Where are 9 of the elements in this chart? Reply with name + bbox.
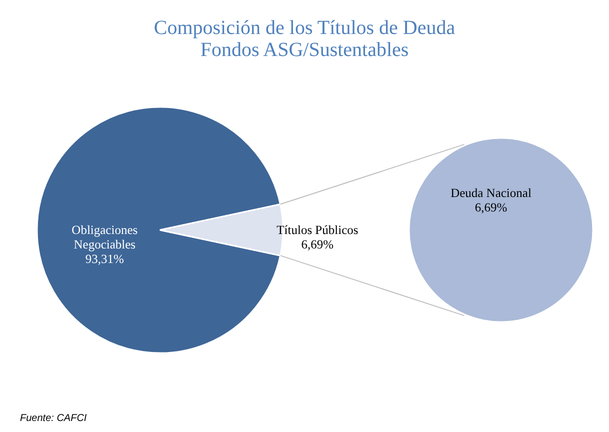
data-label: 6,69% <box>474 200 508 215</box>
data-label: 93,31% <box>85 252 124 266</box>
text: Fondos ASG/Sustentables <box>200 39 409 61</box>
source-note: Fuente: CAFCI <box>20 413 87 424</box>
data-label: 6,69% <box>301 237 334 252</box>
slice-label: Obligaciones Negociables <box>72 223 138 252</box>
slice-label: Títulos Públicos <box>276 222 358 237</box>
slice-label: Deuda Nacional <box>450 186 532 200</box>
text: Composición de los Títulos de Deuda <box>154 17 456 39</box>
